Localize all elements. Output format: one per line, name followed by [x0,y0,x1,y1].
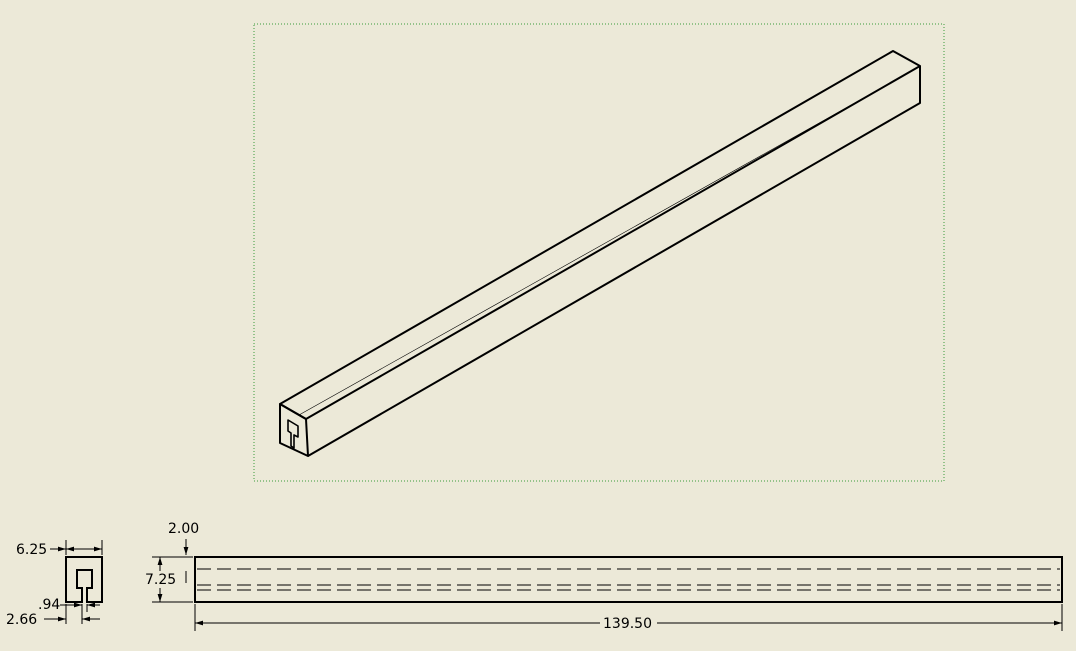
front-view-outline [194,556,1063,603]
dim-front-height-label: 7.25 [145,572,176,588]
dim-end-slot-label: .94 [38,597,60,613]
dim-front-top-label: 2.00 [168,521,199,537]
iso-end-slot-profile [287,419,299,449]
front-view[interactable]: 2.00 7.25 139.50 [145,521,1063,632]
front-view-hidden-lines [197,568,1060,591]
iso-bar-body [279,50,921,457]
dim-end-offset[interactable]: 2.66 [6,604,100,628]
dim-end-width-label: 6.25 [16,542,47,558]
dim-end-slot[interactable]: .94 [38,597,100,613]
dim-front-length-label: 139.50 [603,616,652,632]
dim-front-height[interactable]: 7.25 [145,556,193,603]
dim-front-top[interactable]: 2.00 [168,521,199,583]
end-view[interactable]: 6.25 .94 2.66 [6,540,103,628]
dim-front-length[interactable]: 139.50 [194,604,1063,632]
dim-end-width[interactable]: 6.25 [16,540,103,558]
view-selection-frame [253,23,945,482]
end-view-profile [65,556,103,603]
isometric-view[interactable] [253,23,945,482]
dim-end-offset-label: 2.66 [6,612,37,628]
